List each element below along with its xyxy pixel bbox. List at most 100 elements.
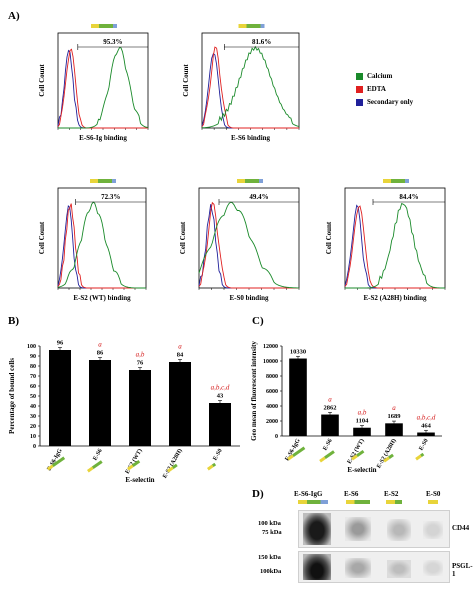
- marker-75kda: 75 kDa: [262, 529, 282, 536]
- blot-band: [423, 521, 443, 539]
- blot-col-e-s2: E-S2: [384, 490, 399, 498]
- chart-b: 0 10 20 30 40 50 60 70 80 90 100 Percentage of boun…: [8, 340, 240, 484]
- y-tick-label: 40: [30, 404, 36, 410]
- flow-ylabel: Cell Count: [179, 221, 187, 254]
- calcium-curve: [201, 45, 300, 129]
- legend: Calcium EDTA Secondary only: [356, 72, 413, 106]
- construct-icon: [259, 179, 263, 183]
- significance-annotation: a: [328, 395, 332, 403]
- plot-frame: [344, 187, 446, 289]
- calcium-curve: [58, 47, 149, 129]
- construct-icon: [245, 179, 259, 183]
- y-tick-label: 10000: [263, 359, 278, 365]
- blot-band: [423, 560, 443, 576]
- value-label: 86: [97, 350, 104, 357]
- secondary-only-curve: [198, 204, 299, 289]
- gate-percent: 49.4%: [249, 193, 268, 201]
- western-blot: E-S6-IgG E-S6 E-S2 E-S0 100 kDa 75 kDa C…: [258, 488, 473, 591]
- construct-icon: [91, 24, 99, 28]
- construct-icon: [319, 456, 326, 463]
- construct-icon: [298, 500, 328, 504]
- category-label: E-S2 (A28H): [161, 448, 183, 480]
- significance-annotation: a,b,c,d: [211, 384, 230, 392]
- significance-annotation: a,b,c,d: [417, 413, 436, 421]
- construct-icon: [207, 464, 214, 471]
- gate-percent: 84.4%: [399, 193, 418, 201]
- y-tick-label: 100: [27, 344, 36, 350]
- blot-col-e-s0: E-S0: [426, 490, 441, 498]
- flow-plot-2: 81.6% E-S6 binding Cell Count: [182, 24, 300, 142]
- flow-ylabel: Cell Count: [38, 64, 46, 97]
- marker-100kda-2: 100kDa: [260, 568, 282, 575]
- value-label: 76: [137, 360, 144, 367]
- legend-label: EDTA: [367, 85, 386, 93]
- y-tick-label: 6000: [266, 389, 278, 395]
- legend-label: Secondary only: [367, 98, 414, 106]
- y-tick-label: 10: [30, 434, 36, 440]
- value-label: 464: [421, 422, 432, 429]
- edta-curve: [198, 201, 299, 289]
- bar: [89, 360, 111, 446]
- gate-percent: 95.3%: [103, 38, 122, 46]
- construct-icon: [351, 454, 358, 461]
- bar: [129, 370, 151, 446]
- y-tick-label: 70: [30, 374, 36, 380]
- secondary-only-curve: [201, 53, 299, 129]
- y-tick-label: 30: [30, 414, 36, 420]
- chart-xlabel: E-selectin: [347, 466, 376, 474]
- blot-band: [345, 558, 371, 578]
- construct-icon: [171, 463, 178, 470]
- bar: [289, 358, 307, 436]
- edta-curve: [201, 46, 299, 129]
- secondary-only-curve: [57, 49, 148, 129]
- edta-curve: [344, 205, 445, 289]
- construct-icon: [405, 179, 409, 183]
- construct-icon: [99, 24, 113, 28]
- plot-frame: [198, 187, 300, 289]
- edta-swatch: [356, 85, 363, 93]
- calcium-curve: [57, 201, 146, 289]
- construct-icon: [87, 466, 94, 473]
- flow-xlabel: E-S6 binding: [231, 134, 271, 142]
- construct-icon: [246, 24, 261, 28]
- gate-percent: 81.6%: [252, 38, 271, 46]
- significance-annotation: a: [98, 341, 102, 349]
- calcium-curve: [345, 202, 445, 289]
- blot-col-e-s6-igg: E-S6-IgG: [294, 490, 323, 498]
- y-tick-label: 90: [30, 354, 36, 360]
- blot-band: [387, 560, 411, 578]
- secondary-only-curve: [57, 205, 146, 289]
- bar: [49, 350, 71, 446]
- construct-icon: [127, 464, 134, 471]
- y-tick-label: 60: [30, 384, 36, 390]
- value-label: 43: [217, 393, 224, 400]
- blot-band: [345, 517, 371, 541]
- bar: [169, 362, 191, 446]
- category-label: E-S2 (A28H): [375, 438, 397, 470]
- category-label: E-S6: [322, 438, 333, 452]
- flow-xlabel: E-S6-Ig binding: [79, 134, 127, 142]
- blot-strip-cd44: [298, 510, 450, 548]
- marker-100kda: 100 kDa: [258, 520, 281, 527]
- construct-icon: [287, 454, 294, 461]
- construct-icon: [383, 179, 391, 183]
- construct-icon: [260, 24, 265, 28]
- category-label: E-S0: [212, 448, 223, 462]
- significance-annotation: a,b: [136, 351, 145, 359]
- construct-icon: [112, 179, 116, 183]
- y-tick-label: 0: [275, 434, 278, 440]
- chart-xlabel: E-selectin: [125, 476, 154, 484]
- significance-annotation: a,b: [358, 408, 367, 416]
- flow-plot-3: 72.3% E-S2 (WT) binding Cell Count: [38, 179, 147, 302]
- construct-icon: [46, 464, 54, 471]
- category-label: E-S0: [418, 438, 429, 452]
- legend-item-secondary: Secondary only: [356, 98, 413, 106]
- gate-percent: 72.3%: [101, 193, 120, 201]
- construct-icon: [383, 456, 390, 463]
- bar: [321, 414, 339, 436]
- legend-item-calcium: Calcium: [356, 72, 413, 80]
- construct-icon: [90, 179, 98, 183]
- value-label: 84: [177, 352, 184, 359]
- category-label: E-S2 (WT): [124, 448, 144, 476]
- flow-plot-1: 95.3% E-S6-Ig binding Cell Count: [38, 24, 149, 142]
